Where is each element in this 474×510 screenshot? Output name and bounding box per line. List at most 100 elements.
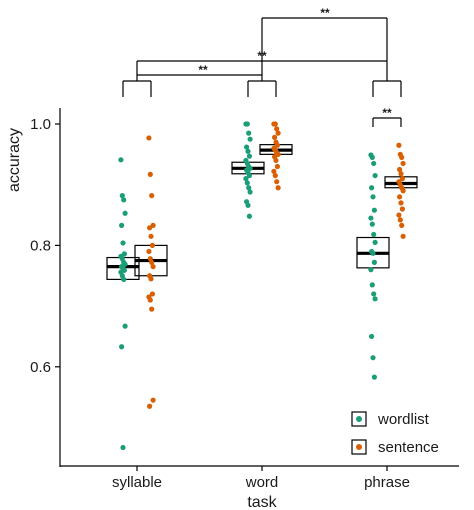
- point-sentence-word: [274, 179, 280, 185]
- point-sentence-phrase: [396, 212, 402, 218]
- point-sentence-word: [272, 134, 278, 140]
- legend-dot-wordlist: [356, 416, 362, 422]
- point-sentence-word: [272, 121, 278, 127]
- y-axis-label: accuracy: [6, 128, 23, 192]
- significance-label: **: [320, 6, 330, 20]
- point-wordlist-word: [247, 189, 253, 195]
- point-sentence-syllable: [150, 397, 156, 403]
- point-sentence-phrase: [400, 160, 406, 167]
- point-wordlist-word: [247, 136, 253, 142]
- point-wordlist-phrase: [372, 172, 378, 179]
- point-wordlist-phrase: [369, 154, 375, 160]
- point-wordlist-phrase: [371, 207, 377, 213]
- legend-dot-sentence: [356, 444, 362, 450]
- point-sentence-word: [274, 163, 280, 170]
- point-wordlist-phrase: [368, 215, 374, 221]
- point-sentence-phrase: [399, 176, 405, 182]
- x-tick-label: syllable: [112, 474, 162, 491]
- point-wordlist-syllable: [122, 323, 128, 329]
- point-wordlist-phrase: [369, 333, 375, 340]
- point-sentence-phrase: [398, 171, 404, 177]
- point-sentence-syllable: [149, 193, 155, 199]
- plot-panel: [106, 121, 418, 451]
- point-wordlist-phrase: [369, 282, 375, 288]
- point-sentence-word: [274, 142, 280, 148]
- point-wordlist-word: [246, 153, 252, 159]
- point-wordlist-phrase: [372, 296, 378, 302]
- point-wordlist-phrase: [370, 194, 376, 200]
- point-sentence-syllable: [150, 264, 156, 270]
- legend: wordlist sentence: [351, 411, 439, 456]
- significance-label: **: [257, 49, 267, 63]
- point-sentence-phrase: [400, 188, 406, 194]
- point-sentence-word: [271, 168, 277, 174]
- point-wordlist-word: [246, 172, 252, 179]
- y-tick-label: 0.8: [30, 237, 51, 254]
- point-sentence-syllable: [147, 225, 153, 231]
- point-wordlist-phrase: [368, 267, 374, 273]
- point-sentence-word: [275, 185, 281, 191]
- x-tick-label: word: [245, 474, 279, 491]
- point-wordlist-word: [244, 180, 250, 186]
- point-wordlist-word: [246, 130, 252, 136]
- point-sentence-syllable: [149, 242, 155, 248]
- y-tick-label: 1.0: [30, 116, 51, 133]
- point-sentence-syllable: [147, 403, 153, 409]
- significance-brackets: ** ** ** **: [122, 6, 402, 127]
- point-wordlist-phrase: [371, 231, 377, 238]
- point-sentence-phrase: [397, 166, 403, 173]
- point-wordlist-syllable: [119, 344, 125, 350]
- point-wordlist-phrase: [371, 291, 377, 297]
- significance-label: **: [382, 106, 392, 120]
- point-sentence-word: [273, 157, 279, 164]
- point-sentence-word: [275, 130, 281, 136]
- x-tick-label: phrase: [364, 474, 410, 491]
- point-wordlist-word: [245, 148, 251, 154]
- point-sentence-syllable: [148, 276, 154, 282]
- point-wordlist-syllable: [121, 276, 127, 282]
- legend-label-sentence: sentence: [378, 439, 439, 456]
- point-wordlist-syllable: [120, 444, 126, 451]
- point-wordlist-syllable: [120, 240, 126, 246]
- point-sentence-word: [274, 126, 280, 132]
- point-wordlist-phrase: [370, 355, 376, 361]
- tick-labels: 0.6 0.8 1.0 syllable word phrase: [30, 116, 410, 491]
- point-wordlist-phrase: [370, 250, 376, 256]
- point-sentence-phrase: [399, 222, 405, 228]
- x-axis-label: task: [247, 494, 277, 510]
- point-wordlist-phrase: [369, 221, 375, 227]
- point-sentence-phrase: [398, 200, 404, 206]
- point-sentence-syllable: [147, 171, 153, 177]
- point-sentence-phrase: [400, 233, 406, 239]
- point-sentence-phrase: [399, 206, 405, 212]
- y-tick-label: 0.6: [30, 359, 51, 376]
- point-wordlist-word: [244, 121, 250, 127]
- point-wordlist-word: [246, 185, 252, 191]
- point-sentence-syllable: [146, 248, 152, 255]
- point-wordlist-word: [246, 213, 252, 219]
- axes: [59, 108, 459, 467]
- point-sentence-phrase: [399, 154, 405, 160]
- point-wordlist-phrase: [371, 160, 377, 167]
- point-wordlist-phrase: [371, 259, 377, 265]
- point-wordlist-syllable: [122, 210, 128, 216]
- point-sentence-word: [272, 172, 278, 179]
- point-sentence-syllable: [149, 306, 155, 312]
- point-sentence-syllable: [148, 233, 154, 239]
- point-wordlist-syllable: [121, 197, 127, 203]
- point-sentence-syllable: [149, 259, 155, 265]
- point-sentence-phrase: [397, 217, 403, 223]
- point-wordlist-phrase: [371, 374, 377, 380]
- point-sentence-syllable: [149, 291, 155, 297]
- point-wordlist-phrase: [369, 185, 375, 191]
- point-wordlist-word: [245, 202, 251, 208]
- point-sentence-syllable: [146, 135, 152, 141]
- significance-label: **: [198, 63, 208, 77]
- point-wordlist-word: [243, 176, 249, 182]
- point-wordlist-phrase: [372, 239, 378, 245]
- point-sentence-phrase: [396, 142, 402, 148]
- point-sentence-syllable: [147, 297, 153, 303]
- point-sentence-phrase: [397, 194, 403, 200]
- legend-label-wordlist: wordlist: [377, 411, 430, 428]
